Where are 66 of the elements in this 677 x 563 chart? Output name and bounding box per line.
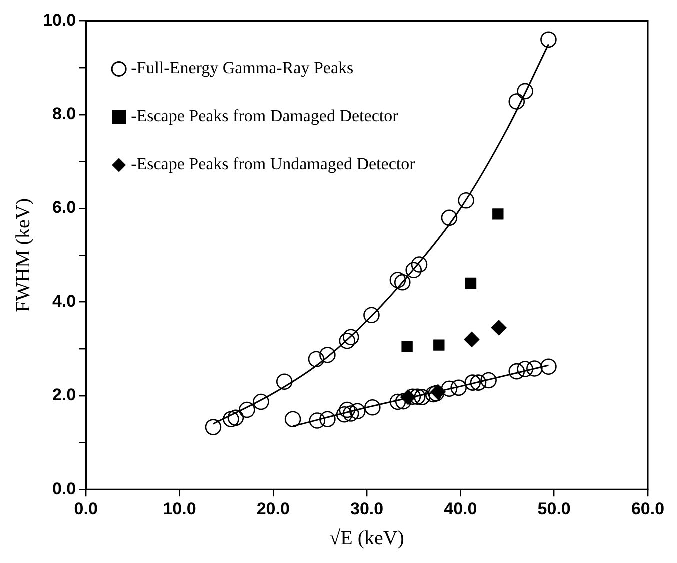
point <box>239 402 256 418</box>
point <box>458 192 474 209</box>
point <box>390 272 406 288</box>
point <box>526 360 543 377</box>
point <box>308 351 325 368</box>
point <box>540 358 557 376</box>
point <box>491 320 507 336</box>
y-tick-label: 10.0 <box>42 10 76 30</box>
point <box>276 374 293 390</box>
point <box>508 363 526 380</box>
point <box>350 403 366 420</box>
legend-label: -Full-Energy Gamma-Ray Peaks <box>131 58 354 78</box>
point <box>336 406 353 423</box>
x-axis-title: √E (keV) <box>330 527 404 550</box>
x-tick-label: 20.0 <box>256 499 290 518</box>
x-tick-label: 0.0 <box>74 499 98 518</box>
point <box>517 83 534 100</box>
point <box>441 210 458 226</box>
point <box>205 419 222 436</box>
legend-label: -Escape Peaks from Undamaged Detector <box>131 154 416 174</box>
point <box>450 380 467 396</box>
point <box>284 411 302 428</box>
point <box>320 347 336 364</box>
point <box>434 340 445 351</box>
point <box>394 274 411 291</box>
point <box>395 393 412 410</box>
point <box>425 386 442 403</box>
point <box>253 394 270 410</box>
x-tick-label: 10.0 <box>163 499 196 518</box>
point <box>508 94 526 110</box>
point <box>364 399 381 416</box>
point <box>309 412 326 429</box>
point <box>414 389 430 406</box>
point <box>223 411 240 428</box>
y-tick-label: 8.0 <box>52 104 76 124</box>
point <box>364 307 380 324</box>
point <box>402 341 413 352</box>
point <box>492 208 504 220</box>
y-tick-label: 0.0 <box>52 479 76 498</box>
point <box>540 32 557 48</box>
point <box>465 278 477 290</box>
point <box>228 410 244 426</box>
point <box>480 372 497 389</box>
point <box>409 388 426 406</box>
y-axis-title: FWHM (keV) <box>12 198 34 312</box>
point <box>320 411 336 428</box>
legend-label: -Escape Peaks from Damaged Detector <box>131 106 399 126</box>
point <box>470 374 487 391</box>
point <box>411 256 428 273</box>
point <box>342 329 360 346</box>
point <box>342 406 360 422</box>
x-tick-label: 50.0 <box>538 499 571 518</box>
y-tick-label: 4.0 <box>52 292 76 311</box>
y-tick-label: 2.0 <box>52 386 76 405</box>
point <box>390 394 406 410</box>
y-tick-label: 6.0 <box>52 198 76 218</box>
point <box>464 374 482 391</box>
point <box>406 262 422 279</box>
x-tick-label: 30.0 <box>350 499 384 518</box>
point <box>517 361 534 378</box>
point <box>441 380 458 398</box>
point <box>339 332 356 350</box>
point <box>464 332 480 348</box>
point <box>339 402 356 418</box>
x-tick-label: 40.0 <box>444 499 478 518</box>
x-tick-label: 60.0 <box>631 499 665 518</box>
